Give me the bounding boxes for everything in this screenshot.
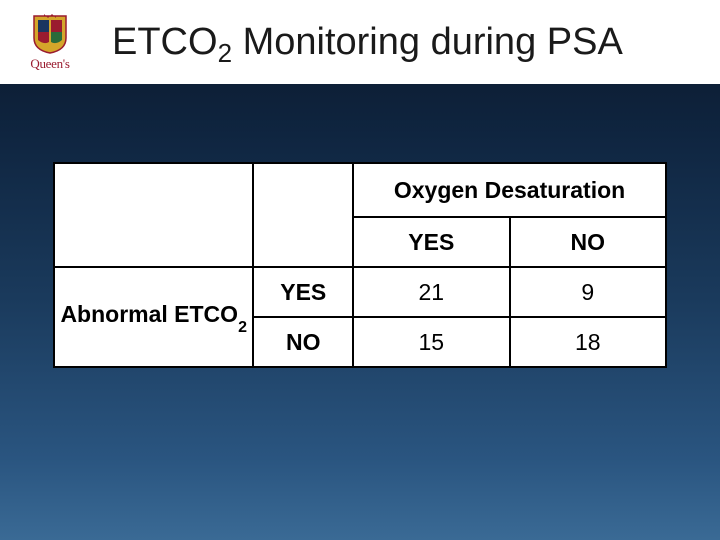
col-group-header: Oxygen Desaturation: [353, 163, 666, 217]
col-header-yes: YES: [353, 217, 509, 267]
cell-yes-no: 9: [510, 267, 666, 317]
crest-icon: [30, 12, 70, 54]
title-sub: 2: [218, 38, 232, 68]
row-header-sub: 2: [238, 319, 247, 336]
slide-title: ETCO2 Monitoring during PSA: [112, 21, 623, 64]
col-header-no: NO: [510, 217, 666, 267]
queens-logo: Queen's: [14, 8, 86, 76]
empty-cell: [253, 217, 353, 267]
row-label-yes: YES: [253, 267, 353, 317]
row-group-header: Abnormal ETCO2: [54, 267, 253, 367]
title-post: Monitoring during PSA: [232, 21, 623, 63]
cell-no-yes: 15: [353, 317, 509, 367]
row-label-no: NO: [253, 317, 353, 367]
empty-cell: [253, 163, 353, 217]
title-pre: ETCO: [112, 21, 218, 63]
cell-yes-yes: 21: [353, 267, 509, 317]
logo-text: Queen's: [30, 56, 69, 72]
header-bar: Queen's ETCO2 Monitoring during PSA: [0, 0, 720, 84]
empty-cell: [54, 163, 253, 217]
empty-cell: [54, 217, 253, 267]
row-header-pre: Abnormal ETCO: [60, 301, 238, 327]
cell-no-no: 18: [510, 317, 666, 367]
contingency-table: Oxygen Desaturation YES NO Abnormal ETCO…: [53, 162, 667, 368]
